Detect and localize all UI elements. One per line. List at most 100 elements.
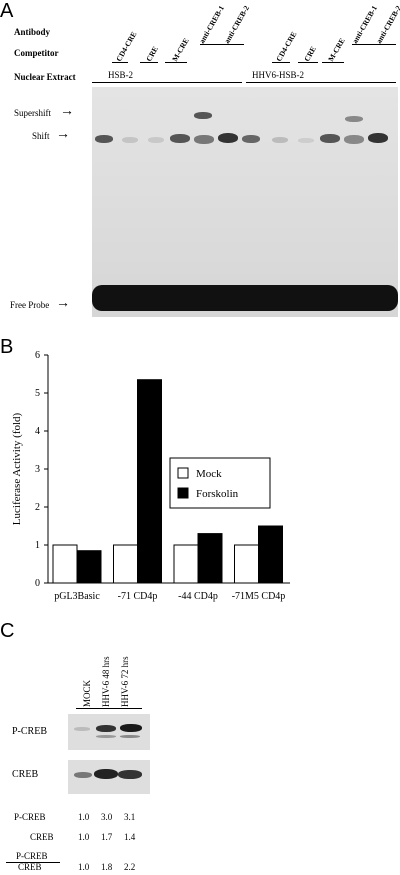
y-tick-label: 5 — [35, 388, 40, 399]
ratio-bar — [6, 862, 60, 863]
lane-underline — [165, 62, 187, 63]
pcreb-band — [120, 735, 140, 738]
panel-a-letter: A — [0, 0, 14, 22]
legend-box — [169, 457, 271, 509]
bar-mock — [52, 544, 78, 584]
extract-label-hsb2: HSB-2 — [108, 70, 134, 80]
lane-label: CD4-CRE — [274, 29, 299, 63]
creb-band — [118, 770, 142, 779]
lane-label: anti-CREB-2 — [222, 4, 252, 46]
quant-value: 3.0 — [101, 812, 113, 822]
y-tick-label: 6 — [35, 350, 40, 361]
free-probe-arrow-icon: → — [56, 296, 70, 311]
supershift-band — [194, 112, 212, 119]
lane-underline — [112, 62, 128, 63]
blot-label-creb: CREB — [12, 769, 39, 780]
lane-underline — [272, 62, 290, 63]
bar-forskolin — [197, 533, 223, 584]
lane-label-48h: HHV-6 48 hrs — [101, 656, 111, 707]
competitor-row-label: Competitor — [14, 48, 59, 58]
emsa-gel — [92, 87, 398, 317]
legend-label: Forskolin — [196, 488, 239, 500]
ratio-value: 1.0 — [78, 862, 90, 872]
shift-label: Shift — [32, 131, 50, 141]
bar-mock — [173, 544, 199, 584]
lane-label: CRE — [144, 44, 160, 63]
x-category-label: -44 CD4p — [178, 591, 218, 602]
quant-value: 3.1 — [124, 812, 136, 822]
quant-label: CREB — [30, 832, 54, 842]
lane-label-72h: HHV-6 72 hrs — [120, 656, 130, 707]
extract-underline — [92, 82, 242, 83]
creb-band — [94, 769, 118, 779]
shift-band — [170, 134, 190, 143]
legend-swatch — [177, 487, 189, 499]
creb-blot — [68, 760, 150, 794]
x-category-label: -71M5 CD4p — [232, 591, 286, 602]
pcreb-blot — [68, 714, 150, 750]
y-tick-label: 2 — [35, 502, 40, 513]
legend-swatch — [177, 467, 189, 479]
ratio-value: 1.8 — [101, 862, 113, 872]
lane-underline — [200, 44, 244, 45]
x-category-label: -71 CD4p — [118, 591, 158, 602]
panel-c-letter: C — [0, 620, 15, 642]
extract-underline — [246, 82, 396, 83]
lane-label: M-CRE — [170, 36, 191, 63]
free-probe-label: Free Probe — [10, 300, 50, 310]
x-category-label: pGL3Basic — [54, 591, 100, 602]
lane-underline — [352, 44, 396, 45]
y-axis-label: Luciferase Activity (fold) — [11, 412, 23, 525]
lane-underline — [76, 708, 142, 709]
creb-band — [74, 772, 92, 778]
quant-value: 1.0 — [78, 832, 90, 842]
bar-forskolin — [76, 550, 102, 584]
bar-forskolin — [137, 379, 162, 584]
bar-mock — [234, 544, 259, 584]
supershift-label: Supershift — [14, 108, 51, 118]
ratio-numerator: P-CREB — [16, 851, 48, 861]
shift-band — [368, 133, 388, 143]
shift-band — [344, 135, 364, 144]
shift-band — [95, 135, 113, 143]
supershift-band — [345, 116, 363, 122]
lane-label-mock: MOCK — [82, 679, 92, 707]
legend-label: Mock — [196, 468, 222, 480]
quant-value: 1.7 — [101, 832, 113, 842]
quant-value: 1.4 — [124, 832, 136, 842]
ratio-denominator: CREB — [18, 862, 42, 872]
pcreb-band — [74, 727, 90, 731]
shift-band — [218, 133, 238, 143]
lane-label: M-CRE — [326, 36, 347, 63]
lane-underline — [140, 62, 158, 63]
extract-label-hhv6: HHV6-HSB-2 — [252, 70, 305, 80]
y-tick-label: 3 — [35, 464, 40, 475]
shift-band — [122, 137, 138, 143]
y-tick-label: 1 — [35, 540, 40, 551]
pcreb-band — [96, 725, 116, 732]
shift-band — [298, 138, 314, 143]
shift-band — [320, 134, 340, 143]
shift-arrow-icon: → — [56, 127, 70, 142]
lane-label: CRE — [302, 44, 318, 63]
y-tick-label: 0 — [35, 578, 40, 589]
shift-band — [242, 135, 260, 143]
antibody-row-label: Antibody — [14, 27, 51, 37]
lane-label: CD4-CRE — [114, 29, 139, 63]
free-probe-band — [92, 285, 398, 311]
shift-band — [148, 137, 164, 143]
blot-label-pcreb: P-CREB — [12, 726, 48, 737]
pcreb-band — [96, 735, 116, 738]
bar-mock — [113, 544, 138, 584]
y-tick-label: 4 — [35, 426, 40, 437]
supershift-arrow-icon: → — [60, 104, 74, 119]
shift-band — [272, 137, 288, 143]
lane-underline — [298, 62, 318, 63]
shift-band — [194, 135, 214, 144]
ratio-value: 2.2 — [124, 862, 136, 872]
panel-b-letter: B — [0, 336, 14, 358]
luciferase-bar-chart: 0 1 2 3 4 5 6 Luciferase Activity (fold) pGL3Bas… — [11, 350, 290, 602]
quant-value: 1.0 — [78, 812, 90, 822]
bar-forskolin — [258, 525, 283, 584]
nuclear-extract-row-label: Nuclear Extract — [14, 72, 76, 82]
